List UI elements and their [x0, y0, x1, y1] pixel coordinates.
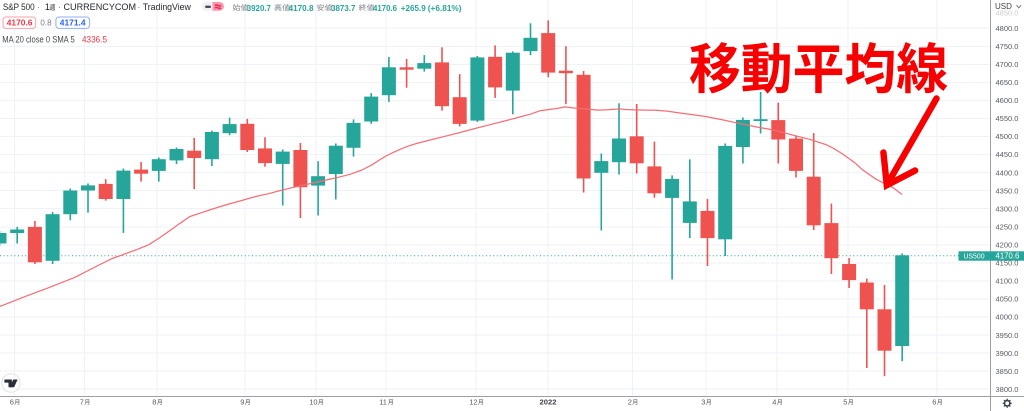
svg-text:4350.0: 4350.0: [996, 186, 1019, 195]
svg-text:4300.0: 4300.0: [996, 204, 1019, 213]
svg-text:4171.4: 4171.4: [60, 17, 86, 27]
svg-text:11: 11: [379, 398, 387, 407]
svg-text:4450.0: 4450.0: [996, 150, 1019, 159]
svg-text:3920.7: 3920.7: [247, 3, 271, 13]
svg-text:4000.0: 4000.0: [996, 313, 1019, 322]
svg-text:4: 4: [772, 398, 776, 407]
svg-text:10: 10: [309, 398, 317, 407]
svg-text:5: 5: [843, 398, 847, 407]
svg-text:4200.0: 4200.0: [996, 241, 1019, 250]
svg-text:·: ·: [58, 2, 61, 12]
svg-text:4100.0: 4100.0: [996, 277, 1019, 286]
svg-text:4750.0: 4750.0: [996, 42, 1019, 51]
svg-text:4170.8: 4170.8: [289, 3, 314, 13]
svg-text:1: 1: [45, 2, 50, 12]
svg-text:4336.5: 4336.5: [82, 35, 107, 45]
svg-text:3950.0: 3950.0: [996, 331, 1019, 340]
svg-text:4850.0: 4850.0: [996, 9, 1019, 18]
svg-text:S&P 500: S&P 500: [3, 2, 35, 12]
svg-text:8: 8: [152, 398, 156, 407]
svg-text:4500.0: 4500.0: [996, 132, 1019, 141]
svg-text:(+6.81%): (+6.81%): [428, 3, 462, 13]
svg-text:·: ·: [137, 2, 140, 12]
svg-text:9: 9: [240, 398, 244, 407]
svg-text:2: 2: [628, 398, 632, 407]
svg-text:TradingView: TradingView: [143, 2, 192, 12]
svg-text:4550.0: 4550.0: [996, 114, 1019, 123]
svg-text:6: 6: [932, 398, 936, 407]
svg-text:3873.7: 3873.7: [331, 3, 355, 13]
svg-text:4800.0: 4800.0: [996, 24, 1019, 33]
svg-text:4050.0: 4050.0: [996, 295, 1019, 304]
svg-text:6: 6: [10, 398, 14, 407]
svg-text:4700.0: 4700.0: [996, 60, 1019, 69]
svg-text:4650.0: 4650.0: [996, 78, 1019, 87]
svg-text:+265.9: +265.9: [401, 3, 426, 13]
svg-text:4250.0: 4250.0: [996, 222, 1019, 231]
svg-text:3900.0: 3900.0: [996, 349, 1019, 358]
svg-text:12: 12: [469, 398, 477, 407]
svg-text:4170.6: 4170.6: [373, 3, 397, 13]
svg-text:4150.0: 4150.0: [996, 259, 1019, 268]
svg-text:3: 3: [701, 398, 705, 407]
svg-text:USD: USD: [995, 2, 1012, 11]
svg-text:CURRENCYCOM: CURRENCYCOM: [64, 2, 137, 12]
svg-text:2022: 2022: [540, 398, 557, 407]
svg-text:US500: US500: [963, 254, 984, 261]
svg-text:3850.0: 3850.0: [996, 367, 1019, 376]
svg-text:·: ·: [37, 2, 40, 12]
svg-text:3800.0: 3800.0: [996, 385, 1019, 394]
svg-text:0.8: 0.8: [40, 18, 52, 27]
svg-text:4400.0: 4400.0: [996, 168, 1019, 177]
svg-text:MA 20 close 0 SMA 5: MA 20 close 0 SMA 5: [2, 35, 74, 45]
svg-text:4170.6: 4170.6: [7, 17, 33, 27]
svg-text:4600.0: 4600.0: [996, 96, 1019, 105]
svg-text:4170.6: 4170.6: [996, 252, 1020, 261]
svg-text:7: 7: [80, 398, 84, 407]
